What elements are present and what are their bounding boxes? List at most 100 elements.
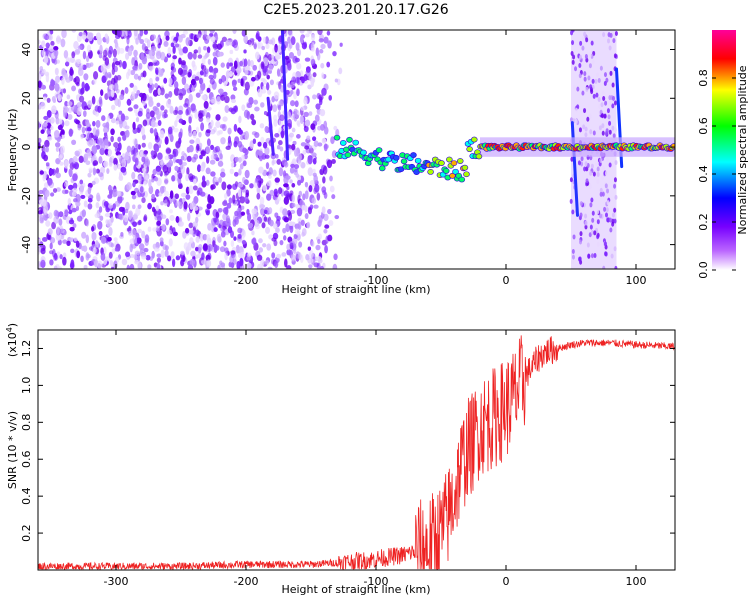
noise-speck	[287, 62, 292, 71]
noise-speck	[312, 94, 317, 100]
noise-speck	[159, 237, 164, 243]
noise-speck	[156, 253, 162, 258]
noise-speck	[298, 241, 303, 248]
noise-speck	[108, 162, 113, 167]
noise-speck	[250, 76, 256, 82]
noise-speck	[180, 192, 187, 198]
noise-speck	[307, 84, 312, 90]
noise-speck	[244, 81, 250, 91]
noise-speck	[243, 35, 249, 44]
noise-speck	[80, 255, 84, 263]
noise-speck	[203, 70, 207, 77]
noise-speck	[249, 183, 254, 189]
colorbar-tick-label: 0.0	[697, 261, 710, 279]
noise-speck	[100, 89, 104, 96]
noise-speck	[310, 123, 316, 130]
noise-speck	[290, 89, 294, 95]
noise-speck	[201, 180, 207, 188]
noise-speck	[314, 114, 320, 122]
y-tick-label: 40	[20, 43, 33, 57]
noise-speck	[276, 158, 282, 165]
noise-band-speck	[605, 157, 609, 163]
carrier-point	[466, 146, 473, 153]
noise-band-speck	[579, 201, 583, 207]
noise-speck	[59, 152, 64, 159]
noise-band-speck	[569, 177, 573, 183]
noise-speck	[83, 153, 89, 162]
noise-speck	[187, 241, 192, 251]
noise-speck	[154, 247, 160, 252]
noise-speck	[263, 209, 268, 214]
noise-speck	[224, 105, 230, 113]
noise-band-speck	[588, 53, 592, 59]
colorbar-tick-label: 0.6	[697, 117, 710, 135]
noise-speck	[260, 208, 265, 216]
noise-band-speck	[596, 166, 600, 172]
noise-speck	[68, 168, 73, 177]
noise-speck	[133, 73, 139, 80]
noise-speck	[241, 104, 246, 111]
noise-speck	[294, 57, 300, 63]
noise-speck	[175, 255, 181, 261]
noise-speck	[226, 215, 231, 224]
noise-speck	[113, 164, 118, 171]
noise-band-speck	[608, 95, 612, 101]
noise-speck	[132, 214, 138, 220]
noise-speck	[321, 186, 327, 193]
noise-speck	[294, 100, 299, 108]
noise-speck	[281, 252, 287, 257]
noise-band-speck	[584, 126, 588, 132]
noise-band-speck	[583, 166, 587, 172]
noise-speck	[262, 36, 267, 44]
noise-speck	[249, 113, 255, 121]
noise-speck	[188, 144, 194, 153]
noise-speck	[50, 117, 55, 124]
noise-speck	[271, 96, 276, 103]
noise-speck	[53, 209, 59, 217]
noise-speck	[202, 243, 208, 251]
noise-speck	[178, 158, 183, 166]
noise-speck	[151, 250, 155, 259]
carrier-point	[392, 154, 400, 161]
noise-band-speck	[604, 130, 608, 136]
noise-speck	[331, 158, 336, 164]
noise-speck	[293, 108, 298, 115]
noise-band-speck	[598, 103, 602, 109]
noise-speck	[111, 248, 115, 255]
noise-speck	[71, 30, 77, 33]
noise-speck	[202, 233, 208, 241]
noise-speck	[321, 87, 327, 96]
noise-speck	[299, 199, 304, 207]
y-tick-label: 0.2	[20, 524, 33, 542]
noise-band-speck	[596, 171, 600, 177]
noise-speck	[237, 189, 242, 198]
noise-speck	[149, 110, 155, 118]
noise-speck	[162, 244, 168, 251]
noise-speck	[174, 81, 179, 89]
noise-band-speck	[572, 54, 576, 60]
noise-speck	[206, 117, 211, 123]
noise-speck	[169, 190, 174, 199]
noise-speck	[74, 150, 80, 157]
noise-band-speck	[588, 232, 592, 238]
noise-band-speck	[604, 251, 608, 257]
noise-speck	[271, 159, 275, 166]
noise-speck	[264, 147, 270, 155]
noise-speck	[71, 207, 77, 213]
noise-band-speck	[577, 160, 581, 166]
noise-speck	[107, 90, 111, 98]
noise-band-speck	[599, 187, 603, 193]
noise-speck	[256, 263, 262, 269]
noise-speck	[199, 70, 204, 76]
noise-speck	[232, 30, 237, 34]
noise-speck	[157, 152, 163, 160]
noise-speck	[212, 56, 218, 66]
noise-speck	[143, 150, 148, 155]
noise-speck	[97, 137, 103, 146]
noise-speck	[261, 45, 265, 51]
noise-speck	[246, 102, 253, 109]
noise-speck	[215, 120, 221, 129]
noise-speck	[272, 169, 277, 177]
noise-speck	[295, 77, 300, 84]
noise-speck	[64, 100, 69, 107]
